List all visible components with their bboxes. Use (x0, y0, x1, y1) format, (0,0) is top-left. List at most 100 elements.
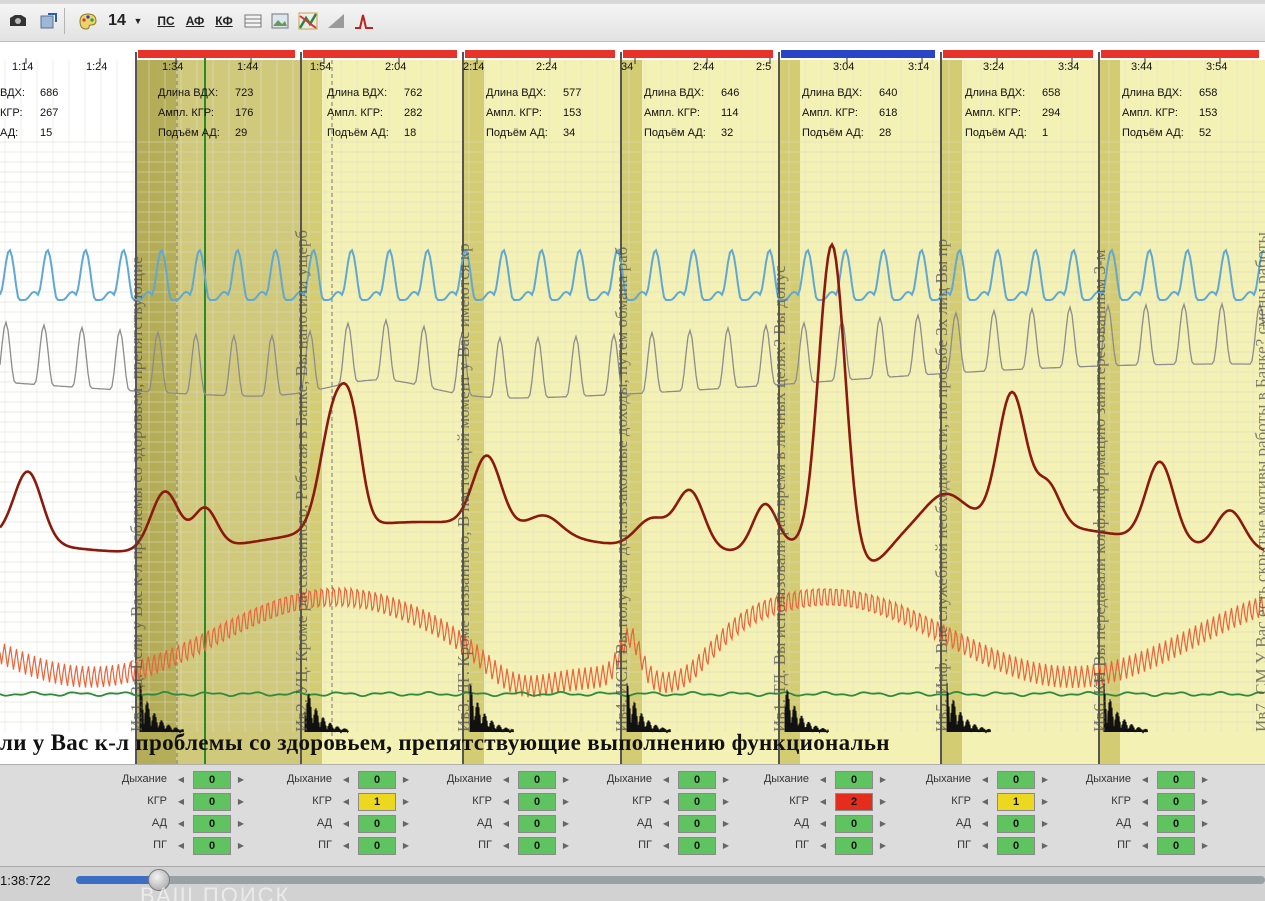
peak-icon[interactable] (352, 9, 376, 33)
score-value[interactable]: 0 (193, 837, 231, 855)
palette-icon[interactable] (76, 9, 100, 33)
camera-icon[interactable] (6, 9, 30, 33)
arrow-right-icon[interactable]: ▶ (879, 797, 887, 806)
arrow-left-icon[interactable]: ◀ (502, 841, 510, 850)
arrow-left-icon[interactable]: ◀ (1141, 797, 1149, 806)
arrow-right-icon[interactable]: ▶ (402, 819, 410, 828)
arrow-left-icon[interactable]: ◀ (177, 775, 185, 784)
arrow-left-icon[interactable]: ◀ (502, 797, 510, 806)
arrow-right-icon[interactable]: ▶ (1201, 819, 1209, 828)
arrow-left-icon[interactable]: ◀ (1141, 841, 1149, 850)
physiogram-plot[interactable] (0, 42, 1265, 764)
arrow-left-icon[interactable]: ◀ (1141, 775, 1149, 784)
timeline-track[interactable] (76, 876, 1265, 884)
arrow-left-icon[interactable]: ◀ (342, 819, 350, 828)
score-value[interactable]: 0 (997, 837, 1035, 855)
arrow-right-icon[interactable]: ▶ (402, 797, 410, 806)
arrow-right-icon[interactable]: ▶ (402, 841, 410, 850)
score-value[interactable]: 1 (997, 793, 1035, 811)
score-value[interactable]: 0 (518, 793, 556, 811)
arrow-left-icon[interactable]: ◀ (981, 819, 989, 828)
score-value[interactable]: 0 (358, 815, 396, 833)
arrow-left-icon[interactable]: ◀ (502, 819, 510, 828)
arrow-left-icon[interactable]: ◀ (177, 819, 185, 828)
color-chart-icon[interactable] (296, 9, 320, 33)
score-value[interactable]: 0 (358, 771, 396, 789)
score-value[interactable]: 0 (1157, 771, 1195, 789)
arrow-right-icon[interactable]: ▶ (562, 819, 570, 828)
arrow-left-icon[interactable]: ◀ (342, 775, 350, 784)
arrow-right-icon[interactable]: ▶ (722, 797, 730, 806)
timeline-slider-thumb[interactable] (148, 869, 171, 891)
arrow-left-icon[interactable]: ◀ (1141, 819, 1149, 828)
score-value[interactable]: 0 (518, 771, 556, 789)
score-value[interactable]: 0 (997, 771, 1035, 789)
arrow-right-icon[interactable]: ▶ (402, 775, 410, 784)
font-size-value[interactable]: 14 (108, 12, 126, 29)
arrow-right-icon[interactable]: ▶ (237, 775, 245, 784)
score-value[interactable]: 0 (193, 815, 231, 833)
score-value[interactable]: 0 (678, 815, 716, 833)
arrow-left-icon[interactable]: ◀ (819, 841, 827, 850)
arrow-right-icon[interactable]: ▶ (722, 841, 730, 850)
arrow-right-icon[interactable]: ▶ (879, 819, 887, 828)
triangle-icon[interactable] (324, 9, 348, 33)
score-value[interactable]: 0 (678, 793, 716, 811)
arrow-left-icon[interactable]: ◀ (662, 819, 670, 828)
arrow-left-icon[interactable]: ◀ (662, 797, 670, 806)
ps-button[interactable]: ПС (157, 14, 175, 28)
arrow-left-icon[interactable]: ◀ (502, 775, 510, 784)
arrow-right-icon[interactable]: ▶ (1041, 819, 1049, 828)
score-value[interactable]: 0 (358, 837, 396, 855)
score-value[interactable]: 0 (193, 793, 231, 811)
score-value[interactable]: 1 (358, 793, 396, 811)
score-value[interactable]: 0 (1157, 815, 1195, 833)
arrow-right-icon[interactable]: ▶ (562, 841, 570, 850)
arrow-right-icon[interactable]: ▶ (237, 819, 245, 828)
score-value[interactable]: 0 (835, 815, 873, 833)
arrow-left-icon[interactable]: ◀ (981, 775, 989, 784)
arrow-right-icon[interactable]: ▶ (562, 797, 570, 806)
af-button[interactable]: АФ (185, 14, 205, 28)
arrow-left-icon[interactable]: ◀ (177, 841, 185, 850)
arrow-right-icon[interactable]: ▶ (1201, 841, 1209, 850)
arrow-right-icon[interactable]: ▶ (722, 819, 730, 828)
arrow-left-icon[interactable]: ◀ (662, 841, 670, 850)
score-value[interactable]: 0 (678, 771, 716, 789)
score-value[interactable]: 0 (1157, 837, 1195, 855)
score-value[interactable]: 2 (835, 793, 873, 811)
image-icon[interactable] (268, 9, 292, 33)
score-value[interactable]: 0 (193, 771, 231, 789)
arrow-right-icon[interactable]: ▶ (1201, 797, 1209, 806)
chevron-down-icon[interactable]: ▼ (133, 16, 143, 26)
score-value[interactable]: 0 (835, 837, 873, 855)
arrow-right-icon[interactable]: ▶ (722, 775, 730, 784)
score-value[interactable]: 0 (997, 815, 1035, 833)
arrow-left-icon[interactable]: ◀ (819, 797, 827, 806)
arrow-right-icon[interactable]: ▶ (1201, 775, 1209, 784)
table-icon[interactable] (241, 9, 265, 33)
arrow-right-icon[interactable]: ▶ (237, 797, 245, 806)
arrow-left-icon[interactable]: ◀ (177, 797, 185, 806)
score-value[interactable]: 0 (1157, 793, 1195, 811)
arrow-left-icon[interactable]: ◀ (342, 841, 350, 850)
arrow-right-icon[interactable]: ▶ (237, 841, 245, 850)
score-value[interactable]: 0 (518, 815, 556, 833)
score-value[interactable]: 0 (678, 837, 716, 855)
export-icon[interactable] (36, 9, 60, 33)
score-value[interactable]: 0 (835, 771, 873, 789)
arrow-right-icon[interactable]: ▶ (562, 775, 570, 784)
arrow-left-icon[interactable]: ◀ (819, 775, 827, 784)
arrow-left-icon[interactable]: ◀ (981, 797, 989, 806)
arrow-left-icon[interactable]: ◀ (981, 841, 989, 850)
arrow-right-icon[interactable]: ▶ (879, 775, 887, 784)
arrow-right-icon[interactable]: ▶ (879, 841, 887, 850)
arrow-left-icon[interactable]: ◀ (819, 819, 827, 828)
physiogram-chart[interactable]: 1:14 1:24 1:34 1:44 1:54 2:04 2:14 2:24 34 2:44 2:… (0, 42, 1265, 764)
score-value[interactable]: 0 (518, 837, 556, 855)
kf-button[interactable]: КФ (215, 14, 233, 28)
arrow-left-icon[interactable]: ◀ (662, 775, 670, 784)
arrow-right-icon[interactable]: ▶ (1041, 797, 1049, 806)
arrow-right-icon[interactable]: ▶ (1041, 841, 1049, 850)
arrow-right-icon[interactable]: ▶ (1041, 775, 1049, 784)
